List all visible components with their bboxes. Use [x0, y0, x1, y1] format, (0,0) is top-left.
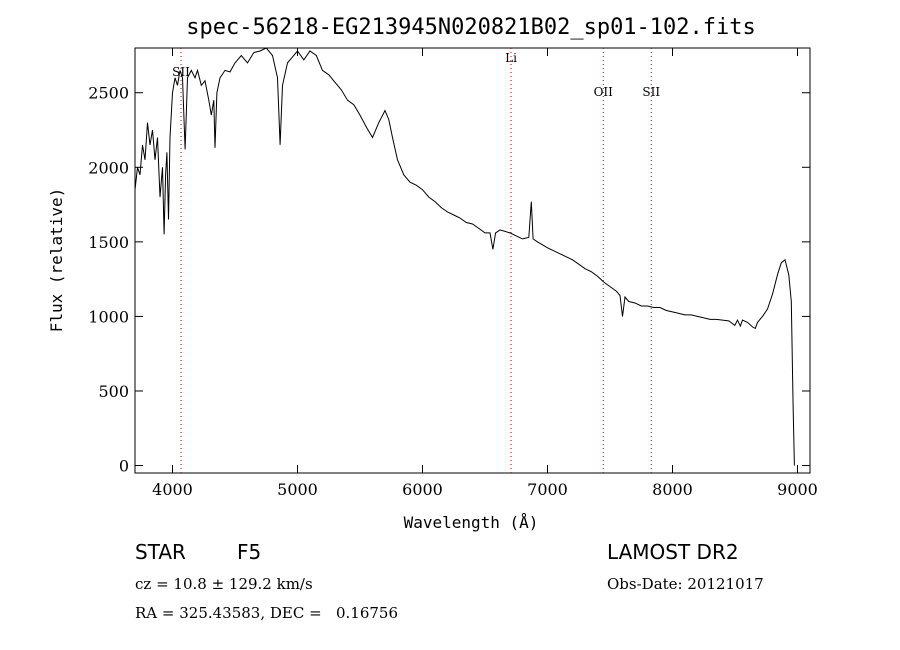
y-tick-label: 1500: [88, 233, 129, 252]
spectral-line-label: SII: [642, 85, 660, 99]
x-axis-label: Wavelength (Å): [404, 513, 539, 532]
x-tick-label: 7000: [527, 480, 568, 499]
spectral-line-markers: SII Li OII SII: [172, 48, 660, 473]
plot-frame: [134, 47, 811, 474]
x-tick-label: 6000: [402, 480, 443, 499]
x-tick-label: 4000: [152, 480, 193, 499]
axis-ticks: 4000 5000 6000 7000 8000 9000 0 500 1000 1500 2000…: [88, 48, 818, 499]
x-tick-label: 9000: [777, 480, 818, 499]
chart-title: spec-56218-EG213945N020821B02_sp01-102.f…: [186, 15, 756, 40]
y-tick-label: 500: [98, 382, 129, 401]
object-subclass: F5: [237, 540, 262, 564]
x-tick-label: 5000: [277, 480, 318, 499]
observation-date: Obs-Date: 20121017: [607, 575, 764, 593]
spectrum-line: [134, 47, 795, 466]
spectrum-chart: spec-56218-EG213945N020821B02_sp01-102.f…: [47, 15, 818, 532]
object-class: STAR: [135, 540, 186, 564]
y-tick-label: 2000: [88, 158, 129, 177]
y-tick-label: 1000: [88, 307, 129, 326]
spectral-line-label: SII: [172, 65, 190, 79]
spectral-line-label: OII: [594, 85, 614, 99]
redshift-velocity: cz = 10.8 ± 129.2 km/s: [135, 575, 313, 593]
survey-name: LAMOST DR2: [607, 540, 739, 564]
y-tick-label: 0: [119, 457, 129, 476]
y-axis-label: Flux (relative): [47, 188, 66, 333]
x-tick-label: 8000: [652, 480, 693, 499]
y-tick-label: 2500: [88, 84, 129, 103]
coordinates: RA = 325.43583, DEC = 0.16756: [135, 604, 399, 622]
spectral-line-label: Li: [505, 51, 517, 65]
